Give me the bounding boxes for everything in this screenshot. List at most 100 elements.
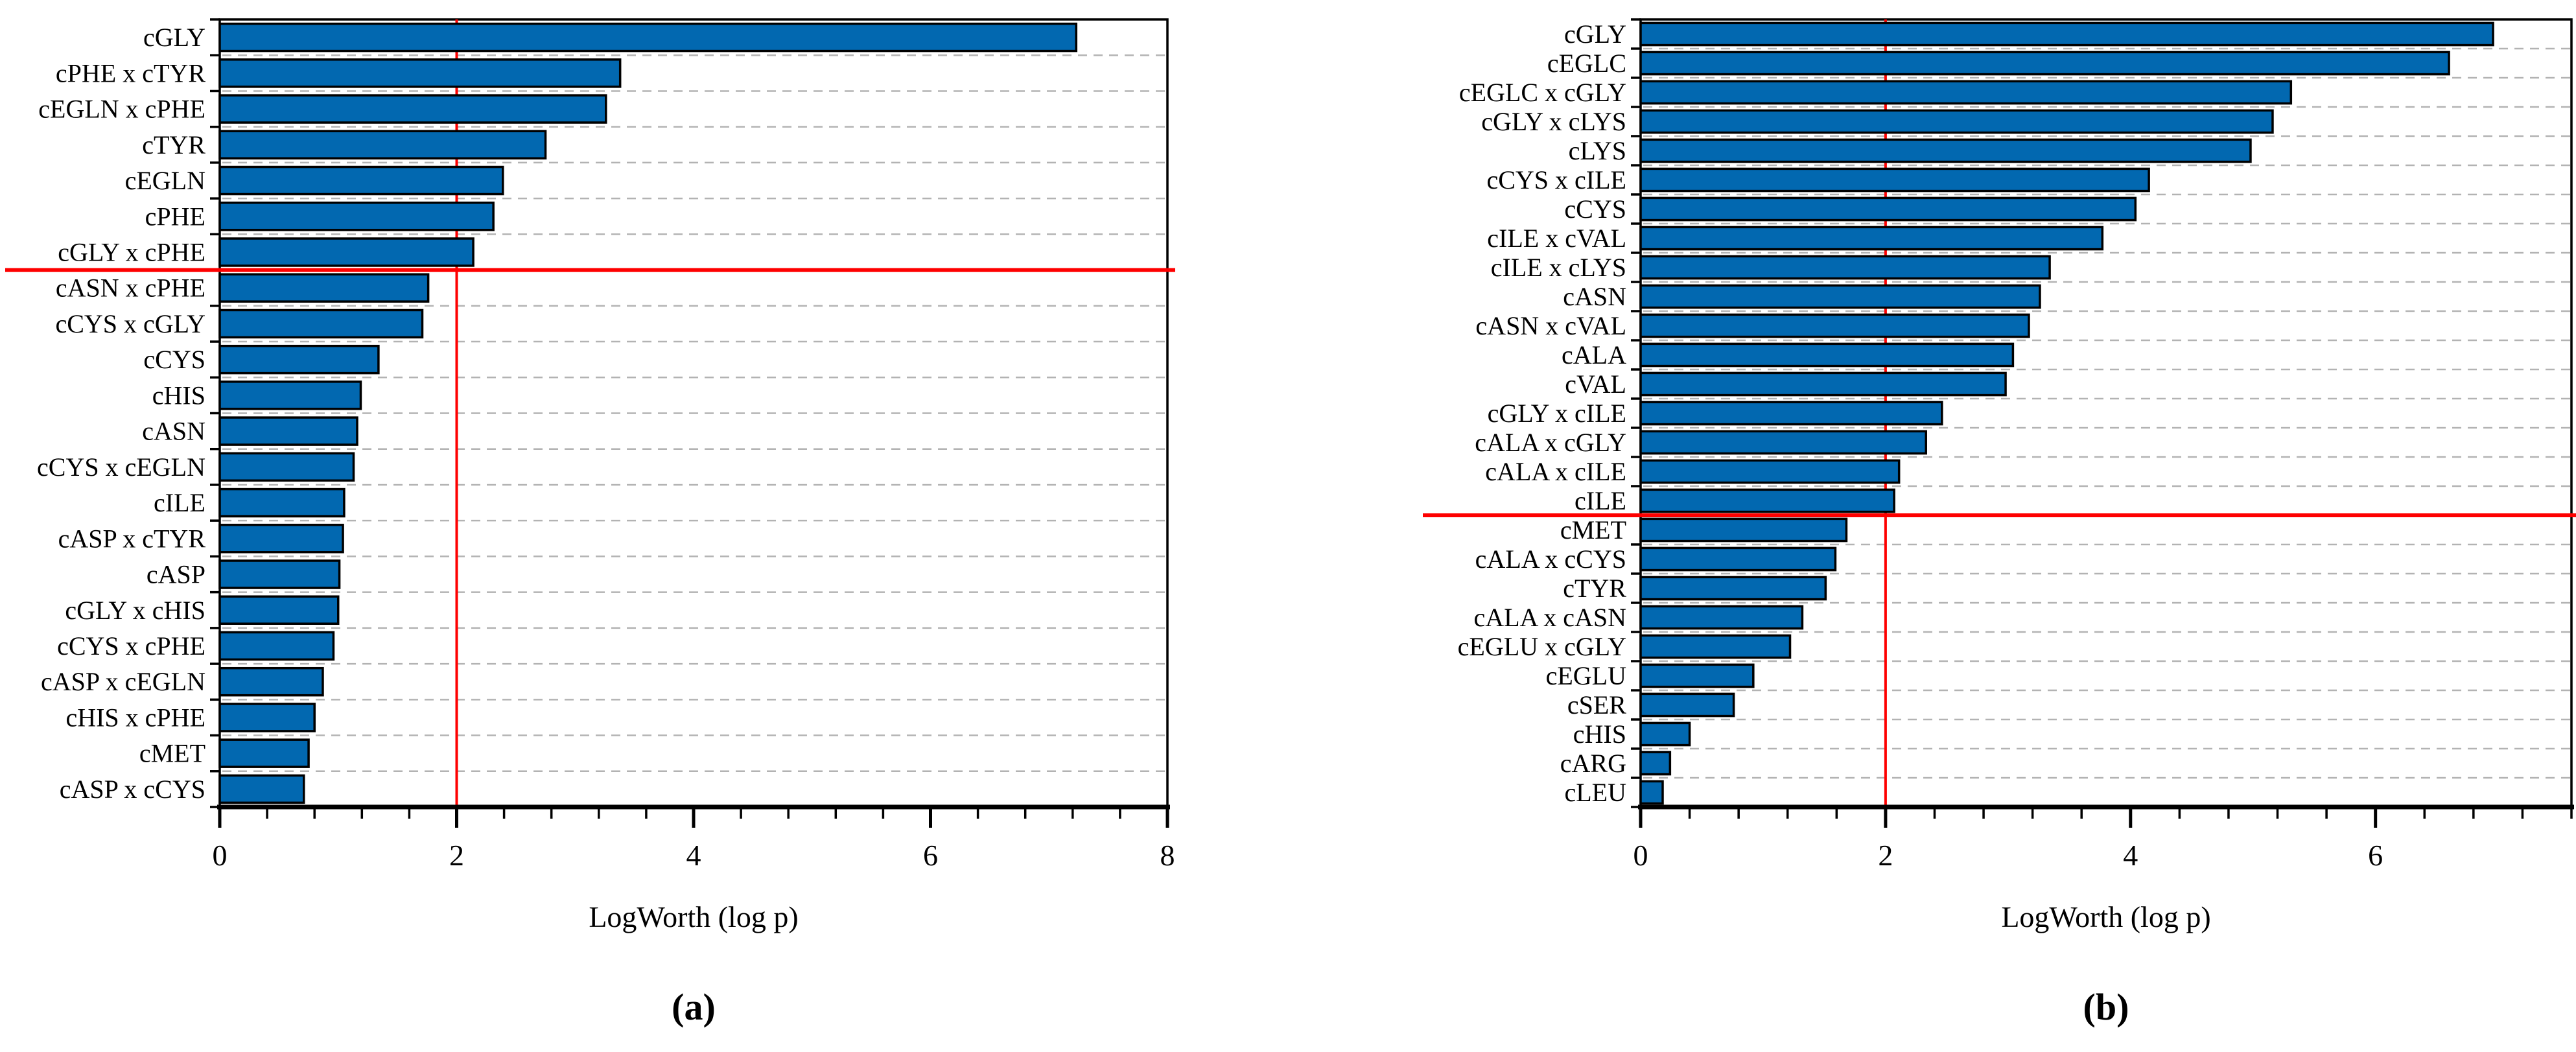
x-tick-label-4: 4 <box>686 839 701 872</box>
bar-cCYS x cGLY <box>218 309 424 339</box>
y-label-cCYS: cCYS <box>1564 194 1626 224</box>
bar-cGLY <box>218 22 1078 53</box>
bar-cPHE x cTYR <box>218 58 622 88</box>
bar-cTYR <box>1639 576 1827 601</box>
bar-cHIS <box>218 380 362 410</box>
bar-cCYS <box>218 344 380 375</box>
y-label-cEGLU: cEGLU <box>1546 661 1627 690</box>
bar-cEGLN x cPHE <box>218 94 607 124</box>
bar-cPHE <box>218 202 495 231</box>
x-axis-title-a: LogWorth (log p) <box>589 900 799 933</box>
y-label-cILE x cVAL: cILE x cVAL <box>1487 224 1626 253</box>
panel-caption-b: (b) <box>2083 986 2129 1028</box>
y-label-cMET: cMET <box>139 739 205 768</box>
bar-cASN <box>1639 284 2041 309</box>
y-label-cPHE: cPHE <box>145 202 205 231</box>
y-label-cALA: cALA <box>1562 340 1626 369</box>
y-label-cPHE x cTYR: cPHE x cTYR <box>56 58 205 88</box>
y-label-cEGLC x cGLY: cEGLC x cGLY <box>1459 78 1626 107</box>
y-label-cGLY x cPHE: cGLY x cPHE <box>58 237 205 266</box>
x-tick-label-8: 8 <box>1160 839 1175 872</box>
bar-cARG <box>1639 751 1672 776</box>
y-label-cALA x cASN: cALA x cASN <box>1473 603 1626 632</box>
y-label-cALA x cCYS: cALA x cCYS <box>1475 544 1626 574</box>
bar-cLEU <box>1639 780 1664 805</box>
y-label-cGLY x cILE: cGLY x cILE <box>1488 399 1626 428</box>
y-label-cEGLC: cEGLC <box>1547 49 1626 78</box>
y-label-cCYS: cCYS <box>143 345 205 374</box>
bar-cCYS x cPHE <box>218 631 335 661</box>
y-label-cHIS: cHIS <box>152 380 205 410</box>
bar-cMET <box>1639 517 1848 543</box>
y-label-cASN: cASN <box>1563 282 1626 311</box>
y-label-cEGLN: cEGLN <box>125 166 205 195</box>
y-label-cLEU: cLEU <box>1564 778 1626 807</box>
x-tick-label-2: 2 <box>449 839 464 872</box>
y-label-cHIS x cPHE: cHIS x cPHE <box>65 703 205 732</box>
bar-cCYS x cILE <box>1639 167 2150 193</box>
x-axis-title-b: LogWorth (log p) <box>2001 900 2211 933</box>
x-tick-label-0: 0 <box>213 839 228 872</box>
y-label-cCYS x cPHE: cCYS x cPHE <box>57 631 205 660</box>
bar-cVAL <box>1639 371 2007 397</box>
y-label-cASP x cCYS: cASP x cCYS <box>60 775 205 804</box>
x-tick-label-6: 6 <box>2368 839 2383 872</box>
bar-cALA x cGLY <box>1639 430 1927 455</box>
bar-cEGLN <box>218 165 504 196</box>
y-label-cCYS x cILE: cCYS x cILE <box>1486 165 1626 194</box>
y-label-cASP x cTYR: cASP x cTYR <box>58 524 206 553</box>
y-label-cGLY: cGLY <box>143 23 205 52</box>
bar-cCYS x cEGLN <box>218 452 355 482</box>
bar-cGLY x cILE <box>1639 401 1943 426</box>
y-label-cGLY: cGLY <box>1564 19 1626 49</box>
y-label-cASN: cASN <box>142 417 205 446</box>
bar-cALA <box>1639 342 2015 368</box>
bar-cTYR <box>218 130 547 160</box>
y-label-cASN x cPHE: cASN x cPHE <box>56 274 205 303</box>
panel-caption-a: (a) <box>672 986 716 1028</box>
bar-cGLY <box>1639 21 2494 47</box>
y-label-cASP x cEGLN: cASP x cEGLN <box>41 667 205 696</box>
y-label-cASP: cASP <box>146 560 205 589</box>
bar-cALA x cILE <box>1639 459 1901 484</box>
y-label-cVAL: cVAL <box>1565 369 1626 399</box>
bar-cASN x cPHE <box>218 273 430 303</box>
bar-cEGLC <box>1639 51 2450 76</box>
y-label-cTYR: cTYR <box>1563 574 1626 603</box>
y-label-cGLY x cLYS: cGLY x cLYS <box>1481 107 1626 136</box>
bar-cILE x cLYS <box>1639 255 2051 280</box>
y-label-cEGLU x cGLY: cEGLU x cGLY <box>1458 632 1626 661</box>
bar-cASP <box>218 559 341 589</box>
y-label-cILE x cLYS: cILE x cLYS <box>1491 253 1626 282</box>
bar-cASP x cCYS <box>218 774 305 804</box>
bar-cASN <box>218 416 358 446</box>
bar-cCYS <box>1639 196 2137 222</box>
bar-cASN x cVAL <box>1639 313 2030 338</box>
y-label-cILE: cILE <box>154 488 205 517</box>
x-tick-label-0: 0 <box>1633 839 1648 872</box>
y-label-cASN x cVAL: cASN x cVAL <box>1475 311 1626 340</box>
y-label-cSER: cSER <box>1567 690 1626 719</box>
y-label-cLYS: cLYS <box>1569 136 1626 165</box>
bar-cEGLU <box>1639 663 1755 688</box>
y-label-cHIS: cHIS <box>1573 719 1626 749</box>
x-tick-label-4: 4 <box>2123 839 2138 872</box>
bar-cEGLU x cGLY <box>1639 634 1792 659</box>
bar-cGLY x cHIS <box>218 595 340 625</box>
y-label-cILE: cILE <box>1575 486 1626 515</box>
y-label-cALA x cGLY: cALA x cGLY <box>1475 428 1626 457</box>
bar-cGLY x cPHE <box>218 237 474 267</box>
x-tick-label-2: 2 <box>1878 839 1893 872</box>
bar-cHIS <box>1639 721 1691 747</box>
bar-cASP x cEGLN <box>218 666 324 697</box>
bar-cALA x cASN <box>1639 605 1804 630</box>
y-label-cALA x cILE: cALA x cILE <box>1485 457 1626 486</box>
bar-cILE <box>218 487 345 518</box>
bar-cGLY x cLYS <box>1639 109 2274 134</box>
bar-cLYS <box>1639 138 2252 163</box>
chart-a: cGLY cPHE x cTYR cEGLN x cPHE cTYR cEGLN cPHE… <box>5 18 1175 872</box>
bar-cMET <box>218 738 310 768</box>
y-label-cMET: cMET <box>1560 515 1626 544</box>
